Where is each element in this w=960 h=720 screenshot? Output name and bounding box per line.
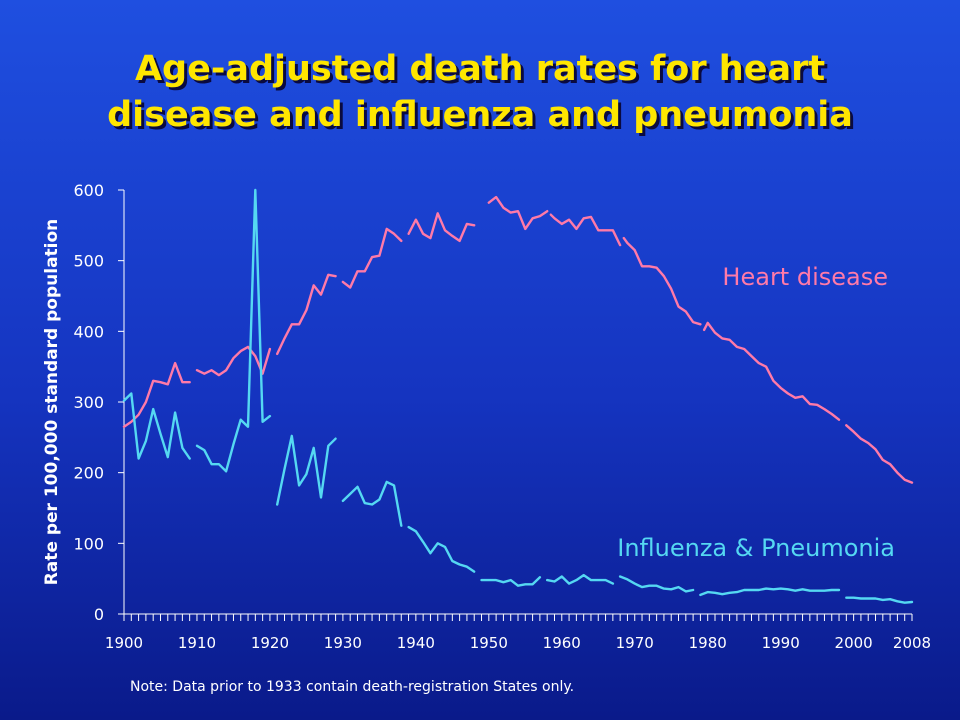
heart-disease-line: [487, 195, 549, 231]
footnote: Note: Data prior to 1933 contain death-r…: [130, 679, 575, 695]
y-tick-label: 0: [94, 605, 104, 624]
x-tick-label: 1940: [397, 634, 435, 652]
heart-disease-line: [622, 236, 702, 326]
influenza-pneumonia-line: [618, 575, 695, 593]
influenza-pneumonia-line: [407, 525, 476, 573]
influenza-pneumonia-line: [195, 188, 272, 473]
influenza-pneumonia-line: [480, 576, 542, 587]
x-tick-label: 1960: [543, 634, 581, 652]
x-tick-label: 1910: [178, 634, 216, 652]
x-tick-label: 1950: [470, 634, 508, 652]
x-tick-label: 1980: [689, 634, 727, 652]
series-group: [122, 188, 914, 604]
chart-title-line-1: Age-adjusted death rates for heart: [134, 49, 826, 89]
heart-disease-line: [195, 345, 272, 377]
chart-title: Age-adjusted death rates for heart disea…: [0, 46, 960, 138]
chart-title-line-2: disease and influenza and pneumonia: [107, 95, 853, 135]
heart-disease-line: [845, 424, 914, 484]
x-tick-label: 1990: [762, 634, 800, 652]
y-tick-label: 200: [73, 464, 104, 483]
x-tick-label: 1920: [251, 634, 289, 652]
influenza-pneumonia-line: [122, 392, 191, 460]
y-tick-label: 600: [73, 181, 104, 200]
influenza-pneumonia-line: [845, 596, 914, 604]
annotations: Heart disease Influenza & Pneumonia: [617, 263, 895, 562]
heart-disease-label: Heart disease: [722, 263, 888, 291]
heart-disease-line: [549, 213, 622, 247]
influenza-pneumonia-line: [699, 587, 841, 597]
heart-disease-line: [341, 227, 403, 289]
x-tick-label: 1930: [324, 634, 362, 652]
axes: 0 100 200 300 400 500 600 1900 1910 1920 1930 1940 1…: [42, 181, 931, 652]
influenza-pneumonia-line: [276, 434, 337, 506]
y-tick-label: 400: [73, 322, 104, 341]
x-tick-label: 1900: [105, 634, 143, 652]
heart-disease-line: [702, 321, 841, 421]
x-tick-label: 2000: [835, 634, 873, 652]
y-tick-label: 100: [73, 534, 104, 553]
y-axis-title: Rate per 100,000 standard population: [42, 219, 62, 586]
heart-disease-line: [407, 212, 476, 243]
heart-disease-line: [276, 273, 337, 356]
influenza-pneumonia-line: [341, 480, 403, 527]
influenza-pneumonia-line: [546, 573, 615, 585]
x-tick-label: 2008: [893, 634, 931, 652]
y-tick-label: 300: [73, 393, 104, 412]
x-tick-label: 1970: [616, 634, 654, 652]
y-tick-label: 500: [73, 252, 104, 271]
influenza-pneumonia-label: Influenza & Pneumonia: [617, 534, 895, 562]
